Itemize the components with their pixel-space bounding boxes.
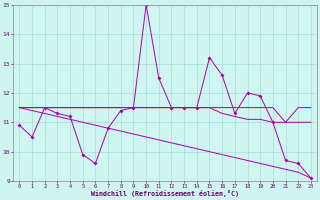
X-axis label: Windchill (Refroidissement éolien,°C): Windchill (Refroidissement éolien,°C) (91, 190, 239, 197)
